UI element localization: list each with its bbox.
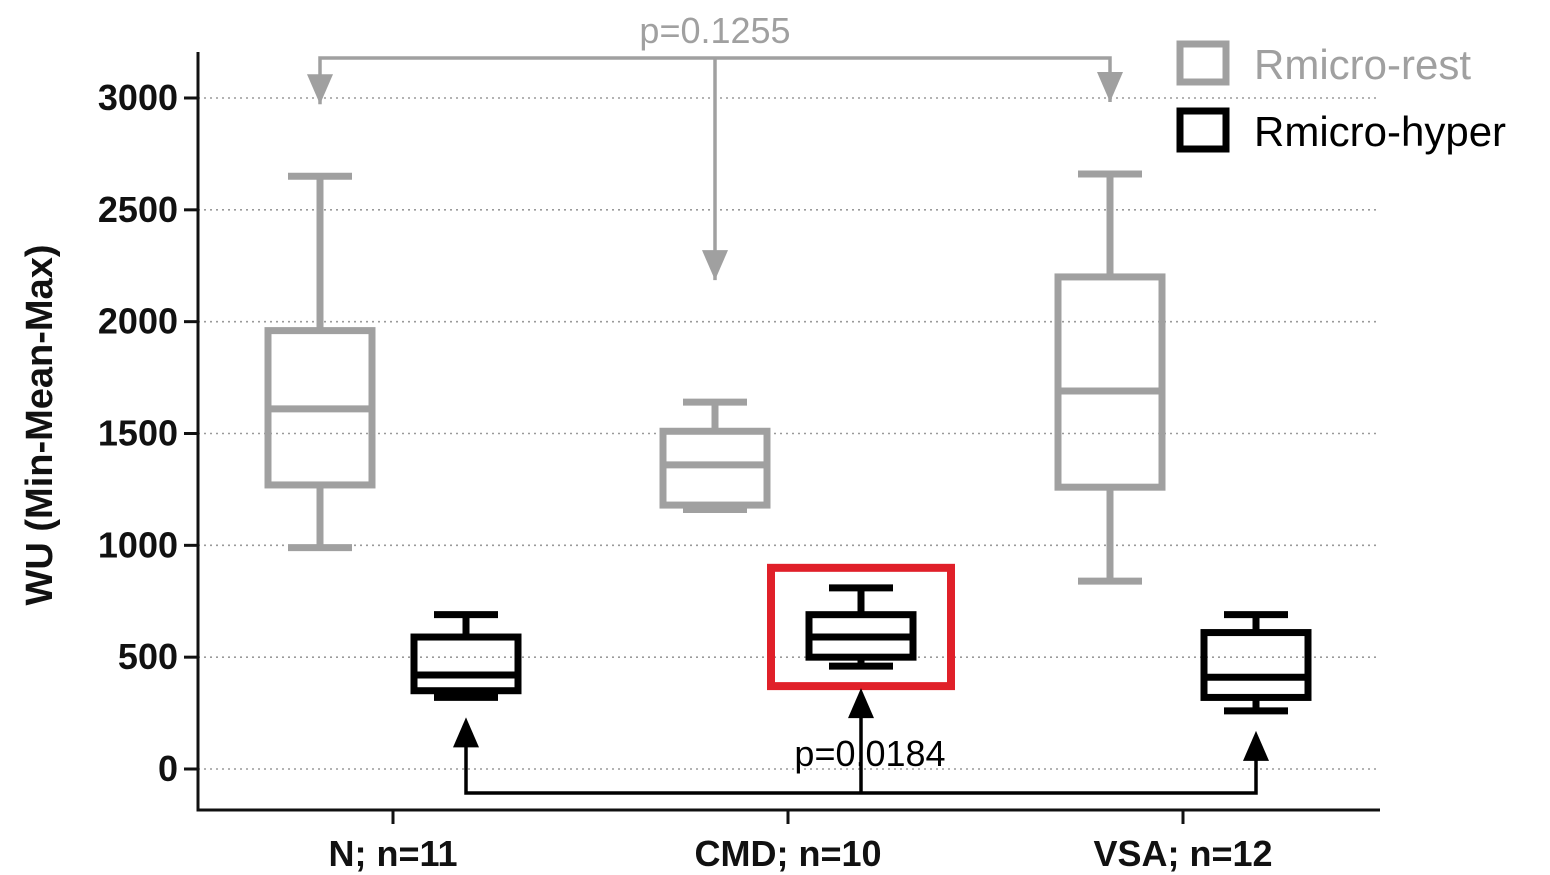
legend-swatch <box>1176 107 1230 153</box>
x-category-label: VSA; n=12 <box>1093 833 1272 874</box>
arrow-rest-vsa <box>1097 72 1123 103</box>
arrow-hyper-vsa <box>1243 730 1269 761</box>
box-Rmicro-rest-0 <box>264 172 376 552</box>
arrow-rest-n <box>307 74 333 105</box>
highlight-box <box>767 563 955 691</box>
box-plots <box>264 170 1312 715</box>
box-iqr <box>410 633 522 695</box>
y-tick-label: 500 <box>118 636 178 677</box>
box-iqr <box>1054 273 1166 491</box>
p-value-hyper: p=0.0184 <box>794 733 945 774</box>
x-category-label: N; n=11 <box>328 833 457 874</box>
box-Rmicro-hyper-2 <box>1200 611 1312 715</box>
grid-lines <box>198 97 1380 770</box>
p-value-rest: p=0.1255 <box>639 10 790 51</box>
y-tick-label: 0 <box>158 748 178 789</box>
y-tick-label: 1000 <box>98 524 178 565</box>
box-Rmicro-hyper-1 <box>805 584 917 670</box>
x-category-labels: N; n=11 CMD; n=10 VSA; n=12 <box>328 833 1272 874</box>
arrow-hyper-n <box>453 717 479 748</box>
legend-label: Rmicro-rest <box>1254 41 1471 88</box>
y-tick-label: 2500 <box>98 189 178 230</box>
axes <box>184 52 1380 824</box>
box-iqr <box>1200 629 1312 701</box>
y-tick-label: 1500 <box>98 413 178 454</box>
box-Rmicro-hyper-0 <box>410 611 522 701</box>
y-tick-labels: 0 500 1000 1500 2000 2500 3000 <box>98 77 178 789</box>
box-Rmicro-rest-1 <box>659 398 771 514</box>
legend: Rmicro-rest Rmicro-hyper <box>1176 40 1506 155</box>
arrow-rest-cmd <box>702 250 728 281</box>
y-tick-label: 2000 <box>98 301 178 342</box>
y-tick-label: 3000 <box>98 77 178 118</box>
box-Rmicro-rest-2 <box>1054 170 1166 585</box>
legend-label: Rmicro-hyper <box>1254 108 1506 155</box>
x-category-label: CMD; n=10 <box>694 833 881 874</box>
legend-swatch <box>1176 40 1230 86</box>
y-axis-title: WU (Min-Mean-Max) <box>19 245 61 606</box>
p-value-annotations: p=0.1255 p=0.0184 <box>307 10 1269 795</box>
arrow-hyper-cmd <box>848 688 874 719</box>
